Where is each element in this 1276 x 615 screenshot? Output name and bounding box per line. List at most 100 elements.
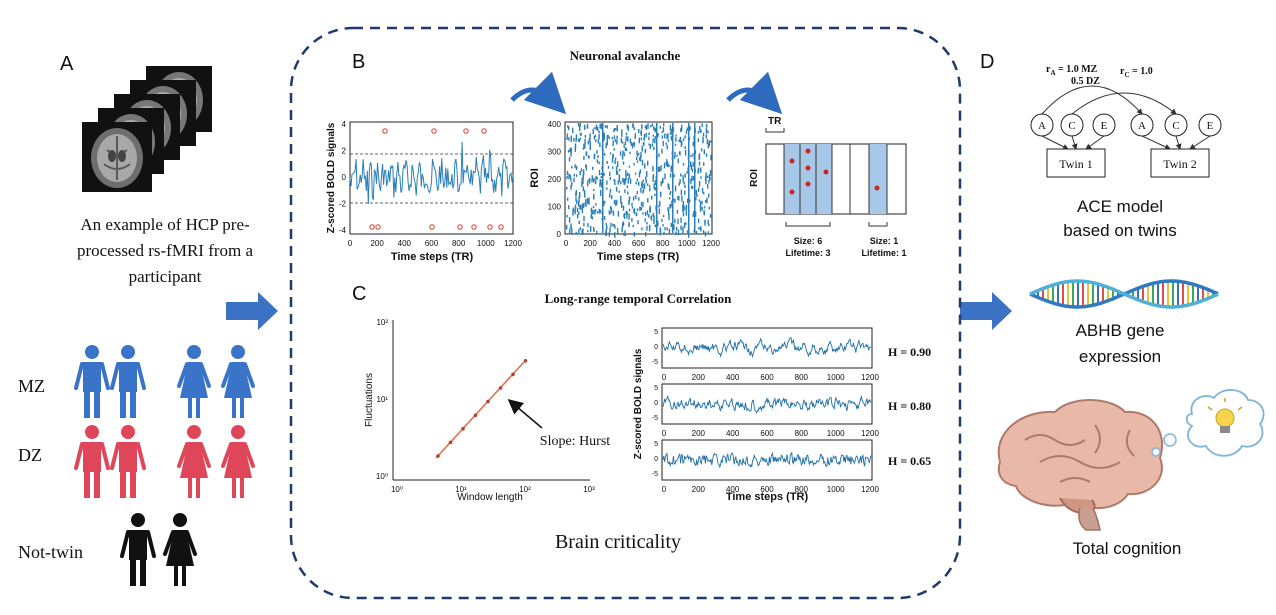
raster-event xyxy=(707,231,710,235)
raster-event xyxy=(622,205,625,211)
raster-event xyxy=(613,129,615,133)
raster-event xyxy=(599,209,602,213)
raster-event xyxy=(638,129,640,133)
band2-xtick-0: 0 xyxy=(662,485,667,494)
raster-event xyxy=(687,198,689,204)
raster-event xyxy=(608,210,611,215)
raster-event xyxy=(706,123,708,128)
raster-event xyxy=(622,150,624,154)
raster-event xyxy=(618,174,621,179)
plot2-xtick-2: 400 xyxy=(608,239,622,248)
raster-event xyxy=(598,161,600,165)
raster-event xyxy=(616,188,618,192)
raster-event xyxy=(685,210,688,216)
raster-event xyxy=(588,199,590,205)
band1-ytick-0: 5 xyxy=(654,385,658,392)
raster-event xyxy=(606,139,608,146)
raster-event xyxy=(654,127,656,133)
loglog-points xyxy=(436,359,528,458)
raster-event xyxy=(709,177,711,181)
raster-event xyxy=(631,202,633,206)
loglog-ytick-0: 10² xyxy=(376,318,388,327)
raster-event xyxy=(633,232,636,237)
band1-xtick-0: 0 xyxy=(662,429,667,438)
panel-d-letter: D xyxy=(980,51,994,73)
event-marker-8 xyxy=(471,224,477,230)
event-marker-3 xyxy=(481,128,487,134)
raster-event xyxy=(611,137,614,140)
raster-event xyxy=(690,161,692,168)
raster-event xyxy=(705,127,708,134)
raster-event xyxy=(625,210,627,216)
raster-event xyxy=(614,232,616,238)
dz-male-2 xyxy=(110,425,146,498)
raster-event xyxy=(639,159,642,162)
raster-column-0 xyxy=(602,123,604,233)
not-twin-male xyxy=(120,513,156,586)
band0-xtick-1: 200 xyxy=(692,373,706,382)
avalanche-2-lifetime: Lifetime: 1 xyxy=(861,248,906,258)
raster-event xyxy=(621,129,623,135)
band0-xtick-0: 0 xyxy=(662,373,667,382)
plot1-xtick-0: 0 xyxy=(348,239,353,248)
raster-event xyxy=(692,185,694,189)
raster-event xyxy=(657,166,660,172)
raster-event xyxy=(682,163,685,166)
raster-event xyxy=(582,186,585,192)
dna-helix-icon xyxy=(1029,279,1219,309)
raster-event xyxy=(609,171,611,176)
raster-event xyxy=(670,129,672,136)
plot1-ytick-1: 2 xyxy=(342,147,347,156)
raster-column-4 xyxy=(694,123,696,233)
raster-event xyxy=(605,228,607,233)
signals-xlabel: Time steps (TR) xyxy=(726,491,809,503)
raster-event xyxy=(584,124,586,130)
raster-event xyxy=(703,192,705,195)
raster-event xyxy=(667,139,670,142)
raster-event xyxy=(709,214,712,218)
raster-event xyxy=(608,231,611,237)
raster-event xyxy=(573,177,575,183)
raster-event xyxy=(673,224,675,231)
ace-node-label-1: C xyxy=(1068,120,1075,132)
raster-event xyxy=(603,202,605,206)
raster-event xyxy=(596,211,599,214)
slope-hurst-annotation: Slope: Hurst xyxy=(540,434,611,449)
raster-event xyxy=(697,138,700,143)
raster-event xyxy=(676,209,679,214)
raster-event xyxy=(622,177,624,183)
raster-event xyxy=(604,125,607,128)
raster-event xyxy=(634,137,636,140)
raster-event xyxy=(671,165,673,171)
dz-male-1 xyxy=(74,425,110,498)
raster-event xyxy=(615,166,618,171)
tr-label: TR xyxy=(768,116,782,127)
raster-event xyxy=(609,176,611,180)
raster-event xyxy=(582,171,585,176)
raster-event xyxy=(677,196,679,200)
raster-event xyxy=(678,195,680,201)
raster-event xyxy=(616,200,618,205)
raster-event xyxy=(585,151,587,156)
raster-event xyxy=(606,225,608,230)
raster-event xyxy=(615,199,617,202)
raster-event xyxy=(705,153,708,157)
raster-event xyxy=(674,218,676,224)
raster-event xyxy=(581,208,584,214)
raster-event xyxy=(675,134,677,137)
raster-event xyxy=(708,223,710,227)
plot1-yticks: 4 2 0 -2 -4 xyxy=(339,120,347,235)
raster-event xyxy=(640,130,642,136)
raster-event xyxy=(584,143,586,149)
raster-event xyxy=(668,183,670,189)
raster-event xyxy=(691,168,694,173)
raster-event xyxy=(667,209,670,216)
raster-event xyxy=(626,172,629,177)
raster-event xyxy=(588,138,590,142)
plot2-xlabel: Time steps (TR) xyxy=(597,251,680,263)
raster-event xyxy=(596,176,598,180)
plot1-ytick-3: -2 xyxy=(339,200,347,209)
loglog-ylabel: Fluctuations xyxy=(364,373,375,427)
raster-event xyxy=(572,207,575,212)
raster-event xyxy=(690,178,692,184)
